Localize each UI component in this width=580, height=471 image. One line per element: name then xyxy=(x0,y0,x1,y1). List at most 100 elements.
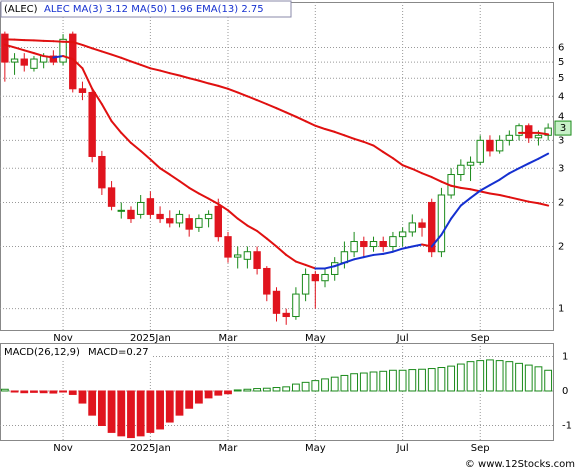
line-segment xyxy=(110,53,123,59)
line-segment xyxy=(217,84,229,90)
line-segment xyxy=(518,198,530,203)
bar xyxy=(175,390,184,416)
candle-body xyxy=(253,251,261,269)
candle-body xyxy=(418,222,426,228)
line-segment xyxy=(81,67,94,90)
line-segment xyxy=(353,256,365,261)
candle-body xyxy=(301,273,310,295)
bar xyxy=(136,390,145,437)
line-segment xyxy=(391,247,404,253)
legend-name: MA(3) xyxy=(73,4,103,15)
line-segment xyxy=(226,209,239,220)
legend-symbol: ALEC xyxy=(44,4,70,15)
line-segment xyxy=(197,79,210,85)
line-segment xyxy=(129,60,142,66)
y-tick-label: -1 xyxy=(562,421,572,432)
line-segment xyxy=(52,55,65,59)
candle-body xyxy=(243,251,252,260)
bar xyxy=(117,390,126,437)
bar xyxy=(427,368,436,392)
candle-body xyxy=(175,213,184,224)
candle-body xyxy=(1,33,9,63)
candle-body xyxy=(136,201,145,215)
candle-body xyxy=(195,218,203,228)
x-tick-label: Nov xyxy=(53,443,73,454)
line-segment xyxy=(32,52,45,58)
bar xyxy=(534,366,543,392)
candle-body xyxy=(534,134,543,139)
candle-body xyxy=(292,293,300,318)
line-segment xyxy=(372,252,385,256)
line-segment xyxy=(362,253,375,259)
candle-body xyxy=(107,187,116,207)
legend: ALEC MA(3) 3.12 MA(50) 1.96 EMA(13) 2.75 xyxy=(44,4,264,15)
x-tick-label: May xyxy=(305,443,326,454)
line-segment xyxy=(304,120,317,127)
bar xyxy=(359,372,368,392)
candle-body xyxy=(30,58,38,69)
line-segment xyxy=(518,162,530,170)
line-segment xyxy=(207,197,220,205)
bar xyxy=(418,368,426,392)
candle-body xyxy=(398,231,407,238)
line-segment xyxy=(527,157,540,165)
bar xyxy=(224,390,232,395)
y-tick-label: 1 xyxy=(562,351,568,362)
bar xyxy=(194,390,203,404)
bar xyxy=(505,361,514,392)
line-segment xyxy=(498,193,511,199)
candle-body xyxy=(282,312,290,318)
line-segment xyxy=(285,111,297,118)
line-segment xyxy=(178,74,191,80)
line-segment xyxy=(391,157,404,167)
bar xyxy=(88,390,97,416)
line-segment xyxy=(440,217,453,236)
line-segment xyxy=(537,202,550,207)
bar xyxy=(253,388,261,392)
candle-body xyxy=(233,254,242,258)
line-segment xyxy=(508,196,521,201)
bar xyxy=(330,376,339,392)
line-segment xyxy=(32,39,45,42)
line-segment xyxy=(159,69,171,75)
bar xyxy=(379,370,388,392)
bar xyxy=(301,381,310,392)
bar xyxy=(97,390,106,427)
candle-body xyxy=(311,273,320,282)
line-segment xyxy=(382,151,394,160)
candle-body xyxy=(263,267,271,295)
line-segment xyxy=(265,103,278,110)
line-segment xyxy=(372,144,385,154)
line-segment xyxy=(304,263,317,270)
line-segment xyxy=(71,40,84,46)
last-price-box xyxy=(554,120,572,136)
candle-body xyxy=(408,222,417,233)
line-segment xyxy=(217,202,229,212)
candle-body xyxy=(495,139,504,152)
y-tick-label: 3 xyxy=(558,163,564,174)
candle-body xyxy=(525,125,533,139)
bar xyxy=(68,390,77,395)
bar xyxy=(292,383,300,392)
bar xyxy=(214,390,223,396)
bar xyxy=(466,361,475,392)
line-segment xyxy=(430,233,443,248)
candle-body xyxy=(127,209,135,220)
macd-header-box xyxy=(1,345,151,359)
macd-frame xyxy=(0,343,554,441)
line-segment xyxy=(246,95,259,102)
line-segment xyxy=(246,224,259,233)
line-segment xyxy=(537,152,550,160)
candle-body xyxy=(146,198,155,215)
line-segment xyxy=(159,167,171,176)
last-price-label: 3 xyxy=(560,123,566,134)
candle-body xyxy=(505,134,514,141)
line-segment xyxy=(129,141,142,152)
bar xyxy=(447,365,456,392)
line-segment xyxy=(333,261,346,268)
bar xyxy=(524,364,533,392)
candle-body xyxy=(321,273,329,282)
line-segment xyxy=(265,237,278,248)
line-segment xyxy=(440,180,453,187)
